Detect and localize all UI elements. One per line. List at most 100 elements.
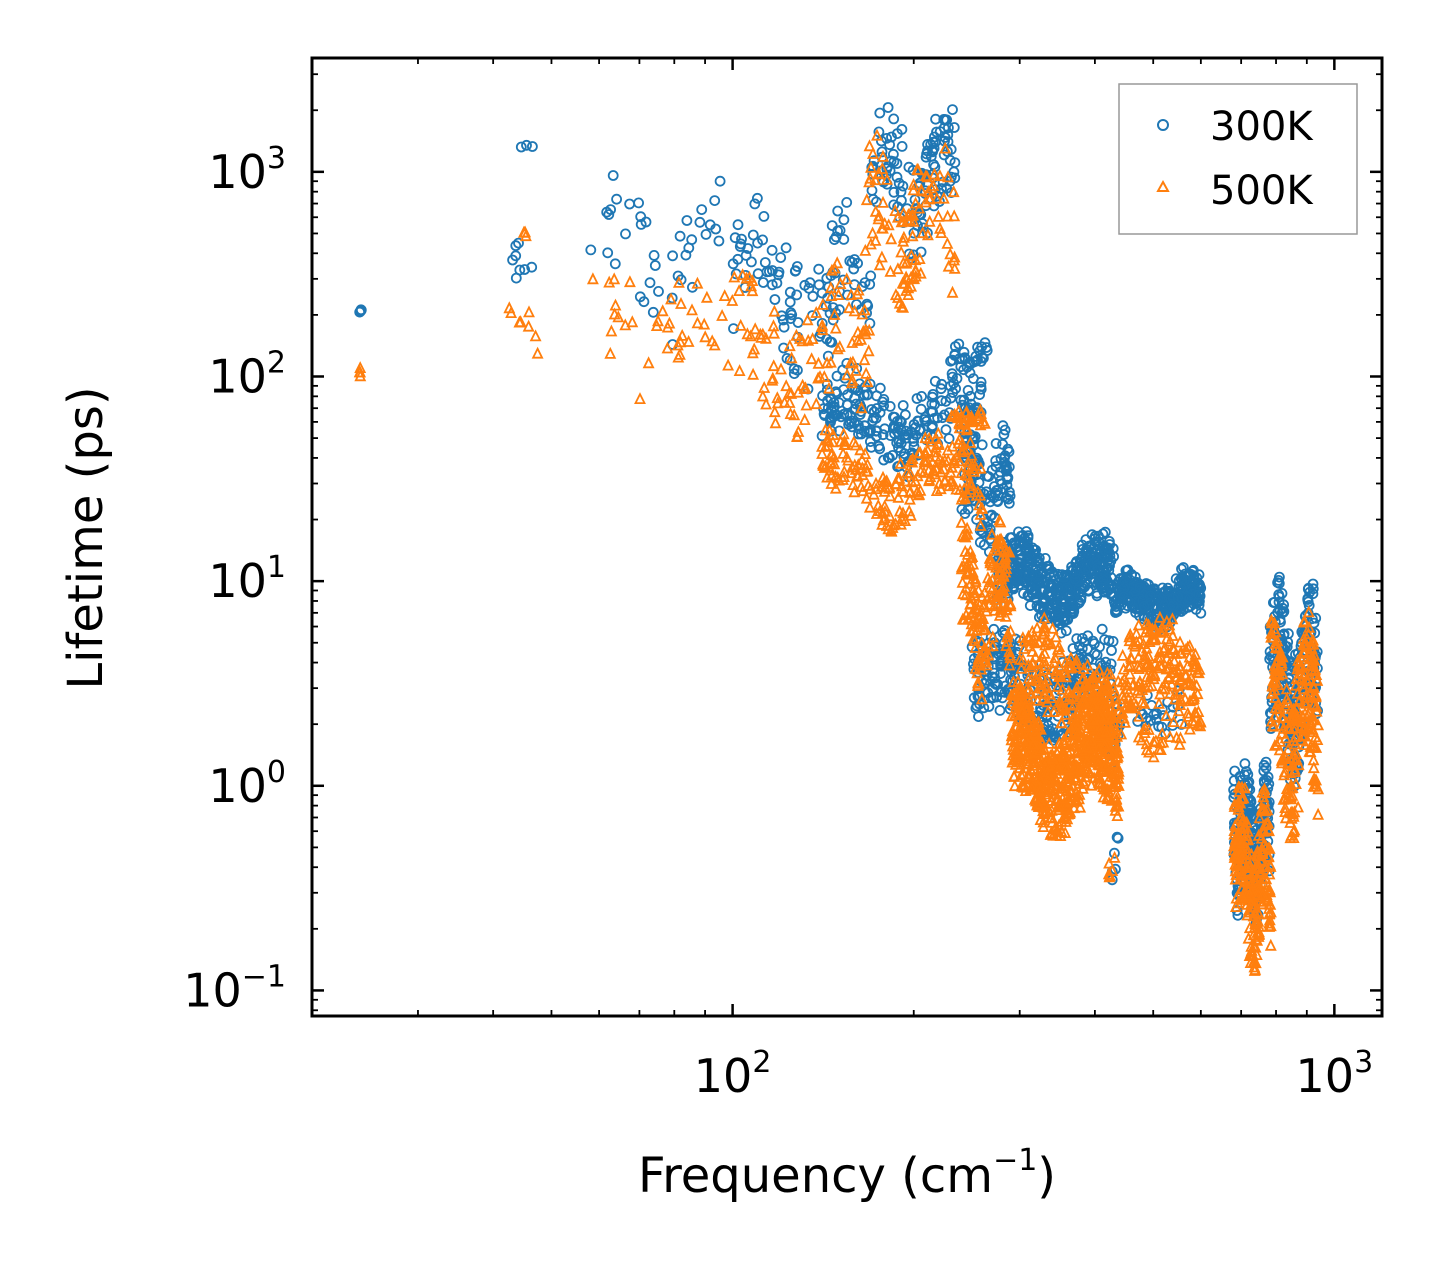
point-500k-194 <box>932 209 945 222</box>
point-300k-110 <box>757 234 768 246</box>
point-500k-152 <box>749 322 762 335</box>
point-300k-1470 <box>1193 578 1205 590</box>
point-300k-898 <box>1024 600 1036 611</box>
point-300k-68 <box>784 296 796 308</box>
point-300k-276 <box>888 186 900 198</box>
point-300k-248 <box>930 113 941 125</box>
point-300k-1080 <box>1103 565 1115 576</box>
point-300k-1851 <box>1151 714 1162 725</box>
point-300k-498 <box>874 382 886 394</box>
point-300k-1779 <box>1096 623 1108 635</box>
point-300k-223 <box>886 131 897 143</box>
point-300k-1786 <box>1106 645 1117 656</box>
point-300k-1148 <box>1079 563 1091 575</box>
point-300k-156 <box>804 277 816 289</box>
legend-label-500k: 500K <box>1210 168 1314 214</box>
point-300k-1496 <box>1167 592 1179 604</box>
point-300k-467 <box>927 406 938 418</box>
point-300k-136 <box>826 220 838 232</box>
point-300k-4 <box>526 261 538 273</box>
y-tick-base: 10 <box>208 145 267 199</box>
point-300k-1873 <box>1109 847 1120 859</box>
point-300k-191 <box>947 104 958 115</box>
point-300k-211 <box>888 148 899 160</box>
point-300k-524 <box>958 364 970 376</box>
point-300k-157 <box>838 233 850 245</box>
point-300k-1040 <box>1021 526 1032 537</box>
point-500k-1906 <box>1264 938 1277 951</box>
point-500k-31 <box>609 298 622 311</box>
point-500k-15 <box>722 358 735 371</box>
point-500k-170 <box>891 262 904 275</box>
point-500k-205 <box>863 139 876 152</box>
point-300k-152 <box>785 313 797 325</box>
point-500k-240 <box>869 204 882 217</box>
point-300k-1123 <box>1092 562 1103 574</box>
point-500k-224 <box>895 245 908 258</box>
point-500k-127 <box>805 352 818 365</box>
point-300k-69 <box>757 277 769 288</box>
point-300k-1466 <box>1144 590 1156 602</box>
point-300k-104 <box>784 286 796 298</box>
point-300k-229 <box>876 146 888 158</box>
point-300k-45 <box>694 216 706 228</box>
point-500k-227 <box>885 232 898 245</box>
point-300k-490 <box>898 451 910 463</box>
point-300k-251 <box>874 107 886 119</box>
point-300k-1489 <box>1143 579 1154 591</box>
point-300k-1126 <box>1053 582 1064 594</box>
point-500k-232 <box>884 264 897 277</box>
point-300k-1149 <box>1022 536 1033 548</box>
point-300k-499 <box>974 389 985 401</box>
point-300k-500 <box>842 389 853 401</box>
point-300k-2036 <box>1239 758 1251 770</box>
point-300k-296 <box>897 400 909 411</box>
point-300k-281 <box>927 136 939 148</box>
point-300k-1771 <box>995 660 1006 672</box>
point-300k-1144 <box>1058 571 1070 583</box>
point-300k-935 <box>1072 598 1084 609</box>
point-500k-78 <box>860 366 873 379</box>
point-300k-256 <box>888 113 900 125</box>
point-300k-531 <box>949 348 961 360</box>
point-300k-13 <box>521 139 532 151</box>
point-300k-120 <box>803 282 815 294</box>
point-300k-1796 <box>1071 633 1083 645</box>
point-300k-497 <box>889 428 900 440</box>
point-500k-20 <box>642 356 655 369</box>
point-300k-487 <box>828 397 840 409</box>
point-300k-28 <box>674 230 686 242</box>
point-300k-1432 <box>1193 599 1205 611</box>
y-tick-base: 10 <box>208 759 267 813</box>
point-300k-139 <box>732 219 744 231</box>
point-300k-11 <box>510 240 522 252</box>
point-300k-403 <box>871 430 882 442</box>
point-500k-50 <box>700 290 713 303</box>
point-300k-241 <box>909 194 921 206</box>
point-500k-625 <box>955 515 968 528</box>
point-300k-469 <box>957 399 968 411</box>
point-300k-1484 <box>1144 597 1155 609</box>
point-300k-1125 <box>1069 573 1081 585</box>
point-300k-313 <box>940 424 952 436</box>
point-300k-1119 <box>1089 576 1101 588</box>
point-300k-525 <box>970 355 982 367</box>
point-300k-492 <box>948 377 959 389</box>
point-300k-486 <box>947 371 958 383</box>
series-500k <box>353 128 1325 976</box>
point-300k-245 <box>891 158 903 169</box>
point-300k-42 <box>633 197 644 209</box>
point-300k-9 <box>507 254 518 266</box>
point-300k-455 <box>926 398 938 410</box>
point-500k-52 <box>623 275 636 288</box>
point-300k-18 <box>647 306 659 318</box>
y-tick-base: 10 <box>208 554 267 608</box>
point-300k-1781 <box>1076 643 1088 654</box>
point-500k-1636 <box>1132 618 1145 631</box>
point-300k-1128 <box>1103 558 1115 569</box>
point-300k-93 <box>746 256 757 268</box>
point-300k-1143 <box>1056 595 1068 606</box>
point-300k-108 <box>788 368 800 380</box>
point-300k-72 <box>747 229 759 241</box>
